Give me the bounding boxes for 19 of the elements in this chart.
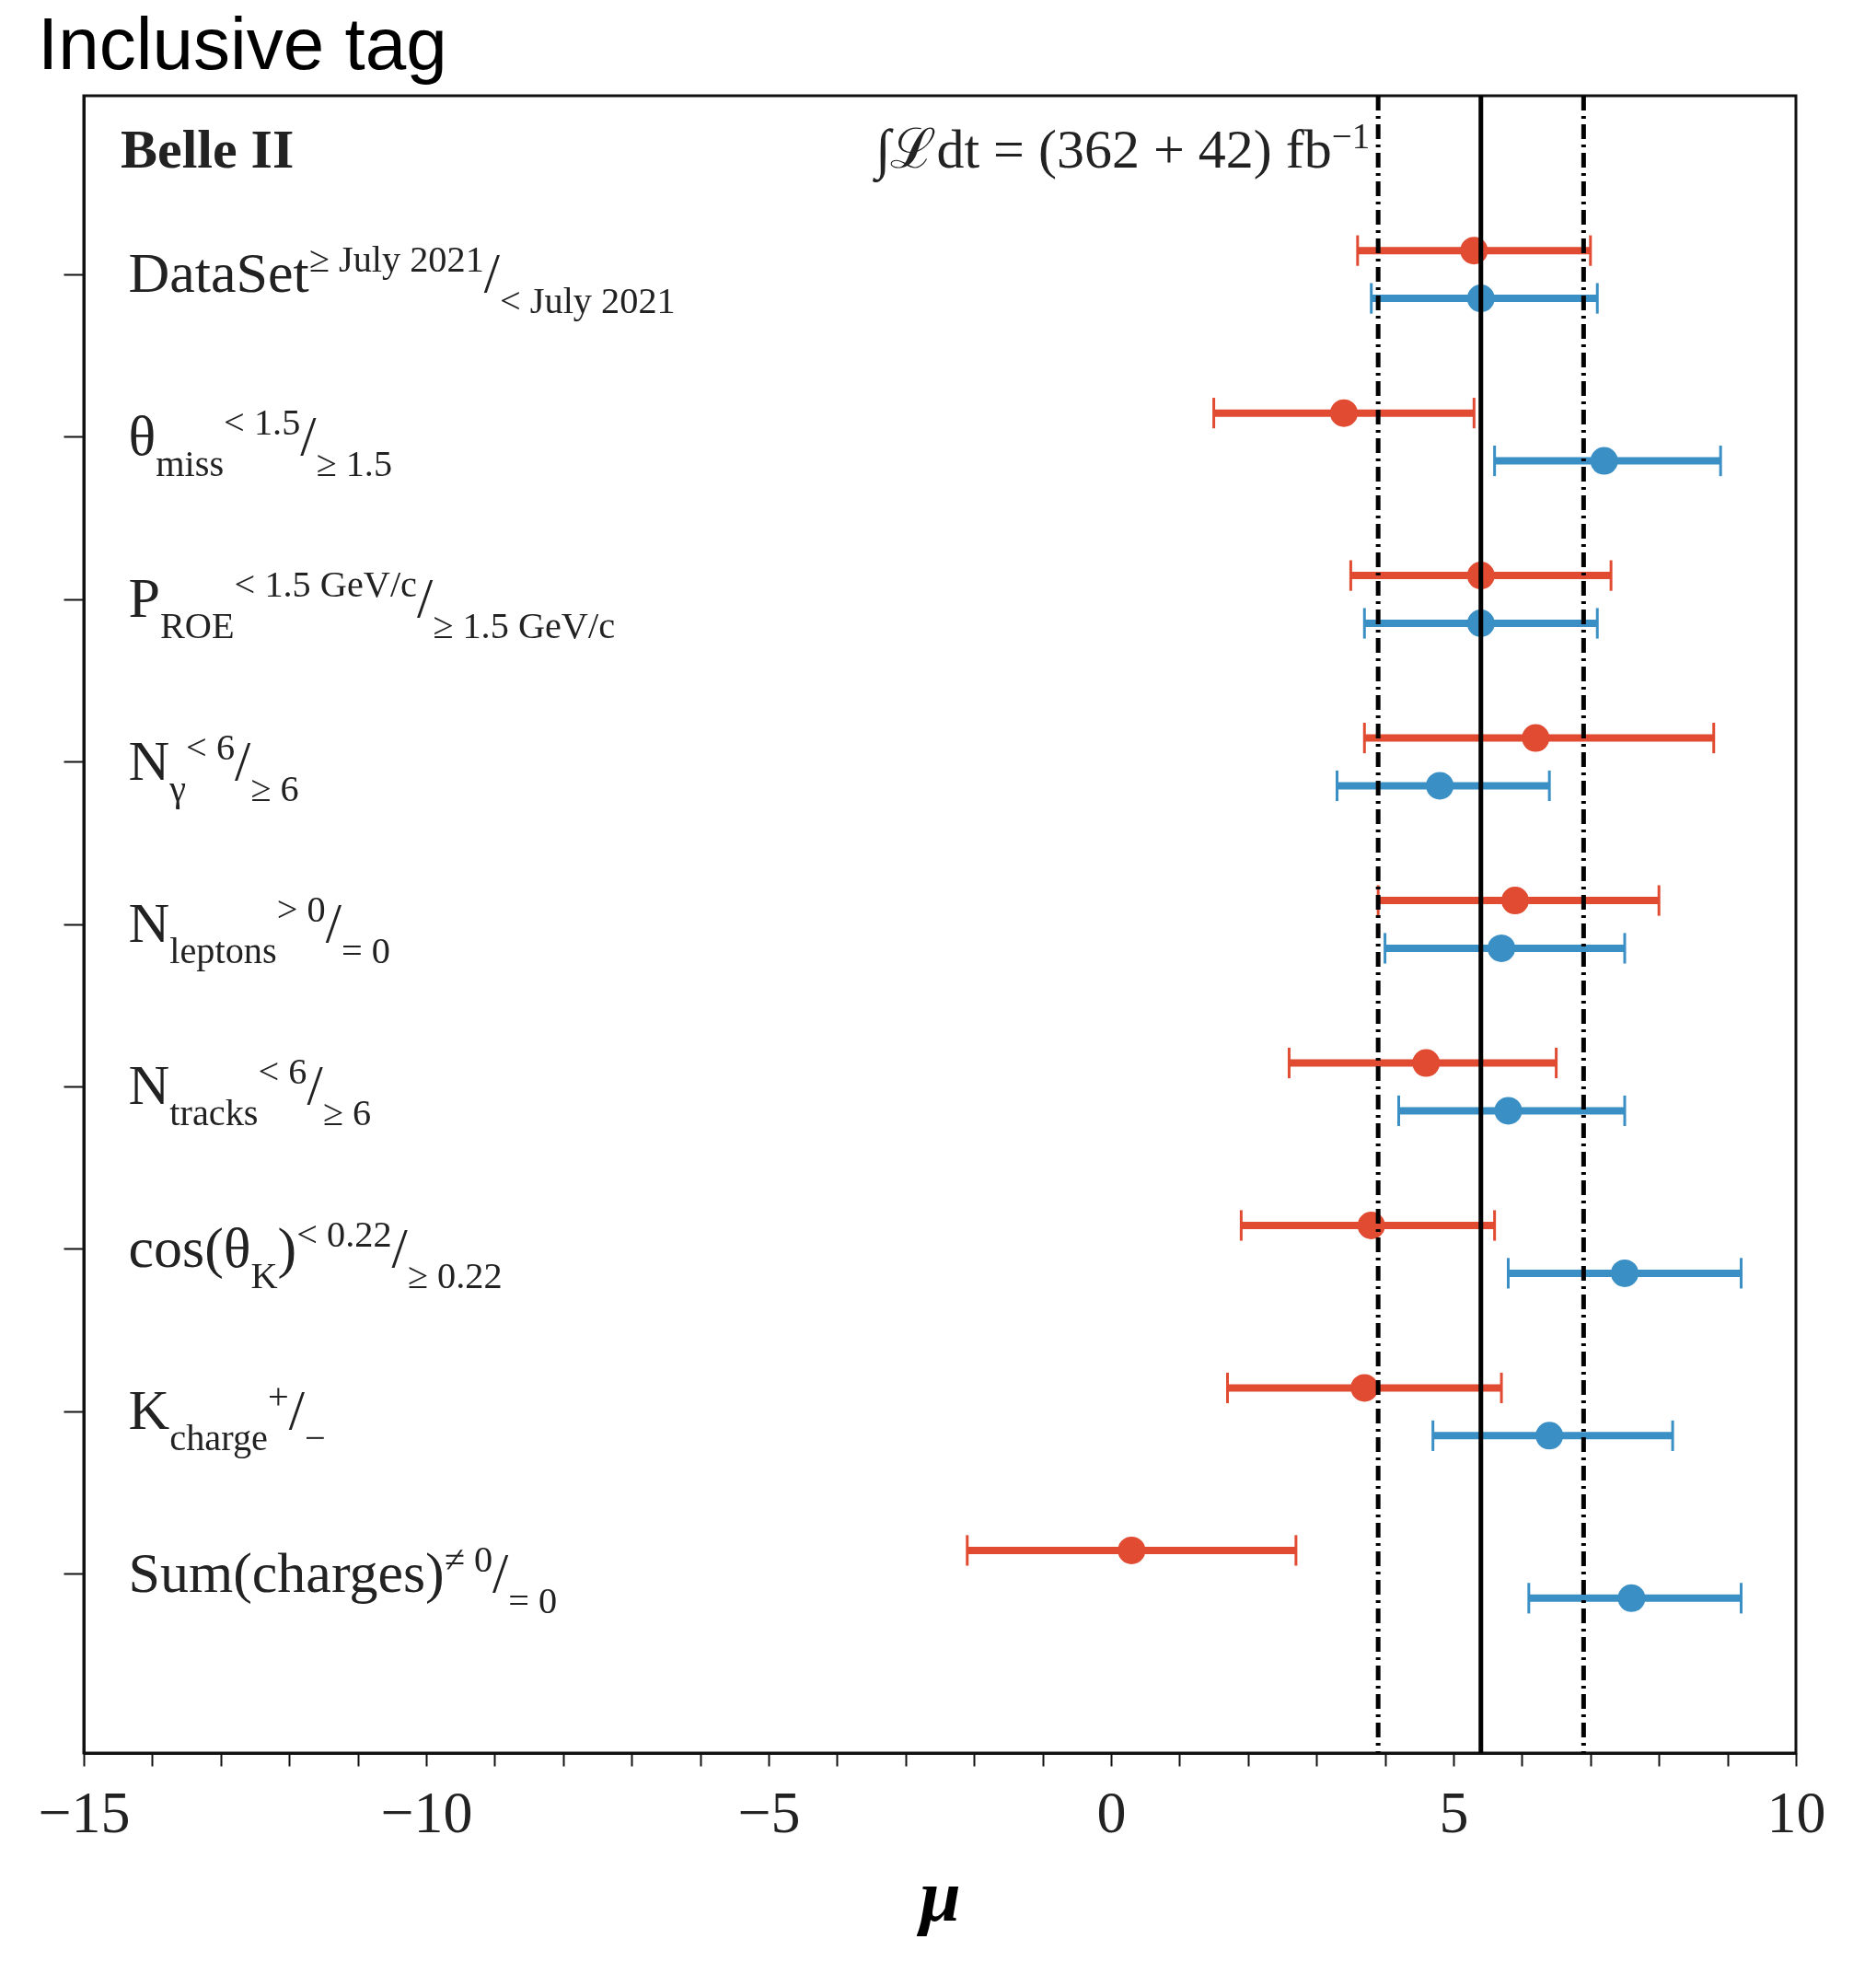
x-tick-label: 0 (1096, 1779, 1127, 1845)
annotation: ∫ℒdt = (362 + 42) fb$^{−1}$ (873, 115, 1371, 183)
x-tick-label: −10 (380, 1779, 473, 1845)
y-tick-label: P$_{ROE}$$^{< 1.5 GeV/c}$/$_{≥ 1.5 GeV/c}$ (128, 563, 616, 646)
y-tick-label: N$_{leptons}$$^{> 0}$/$_{= 0}$ (128, 888, 390, 971)
y-tick-label: DataSet$^{≥ July 2021}$/$_{< July 2021}$ (128, 238, 676, 321)
y-tick-label: θ$_{miss}$$^{< 1.5}$/$_{≥ 1.5}$ (128, 401, 393, 484)
y-tick-label: N$_{γ}$$^{< 6}$/$_{≥ 6}$ (128, 726, 299, 809)
x-tick-label: −5 (737, 1779, 801, 1845)
annotation: Belle II (121, 119, 295, 180)
x-tick-label: −15 (38, 1779, 131, 1845)
x-axis-title: μ (916, 1854, 961, 1936)
chart-title: Inclusive tag (37, 2, 447, 85)
y-tick-label: N$_{tracks}$$^{< 6}$/$_{≥ 6}$ (128, 1050, 372, 1133)
y-tick-label: cos(θ$_{K}$)$^{< 0.22}$/$_{≥ 0.22}$ (128, 1213, 503, 1296)
x-tick-label: 10 (1766, 1779, 1826, 1845)
x-tick-label: 5 (1439, 1779, 1469, 1845)
y-tick-label: Sum(charges)$^{≠ 0}$/$_{= 0}$ (128, 1538, 558, 1621)
y-tick-label: K$_{charge}$$^{+}$/$_{−}$ (128, 1375, 326, 1458)
